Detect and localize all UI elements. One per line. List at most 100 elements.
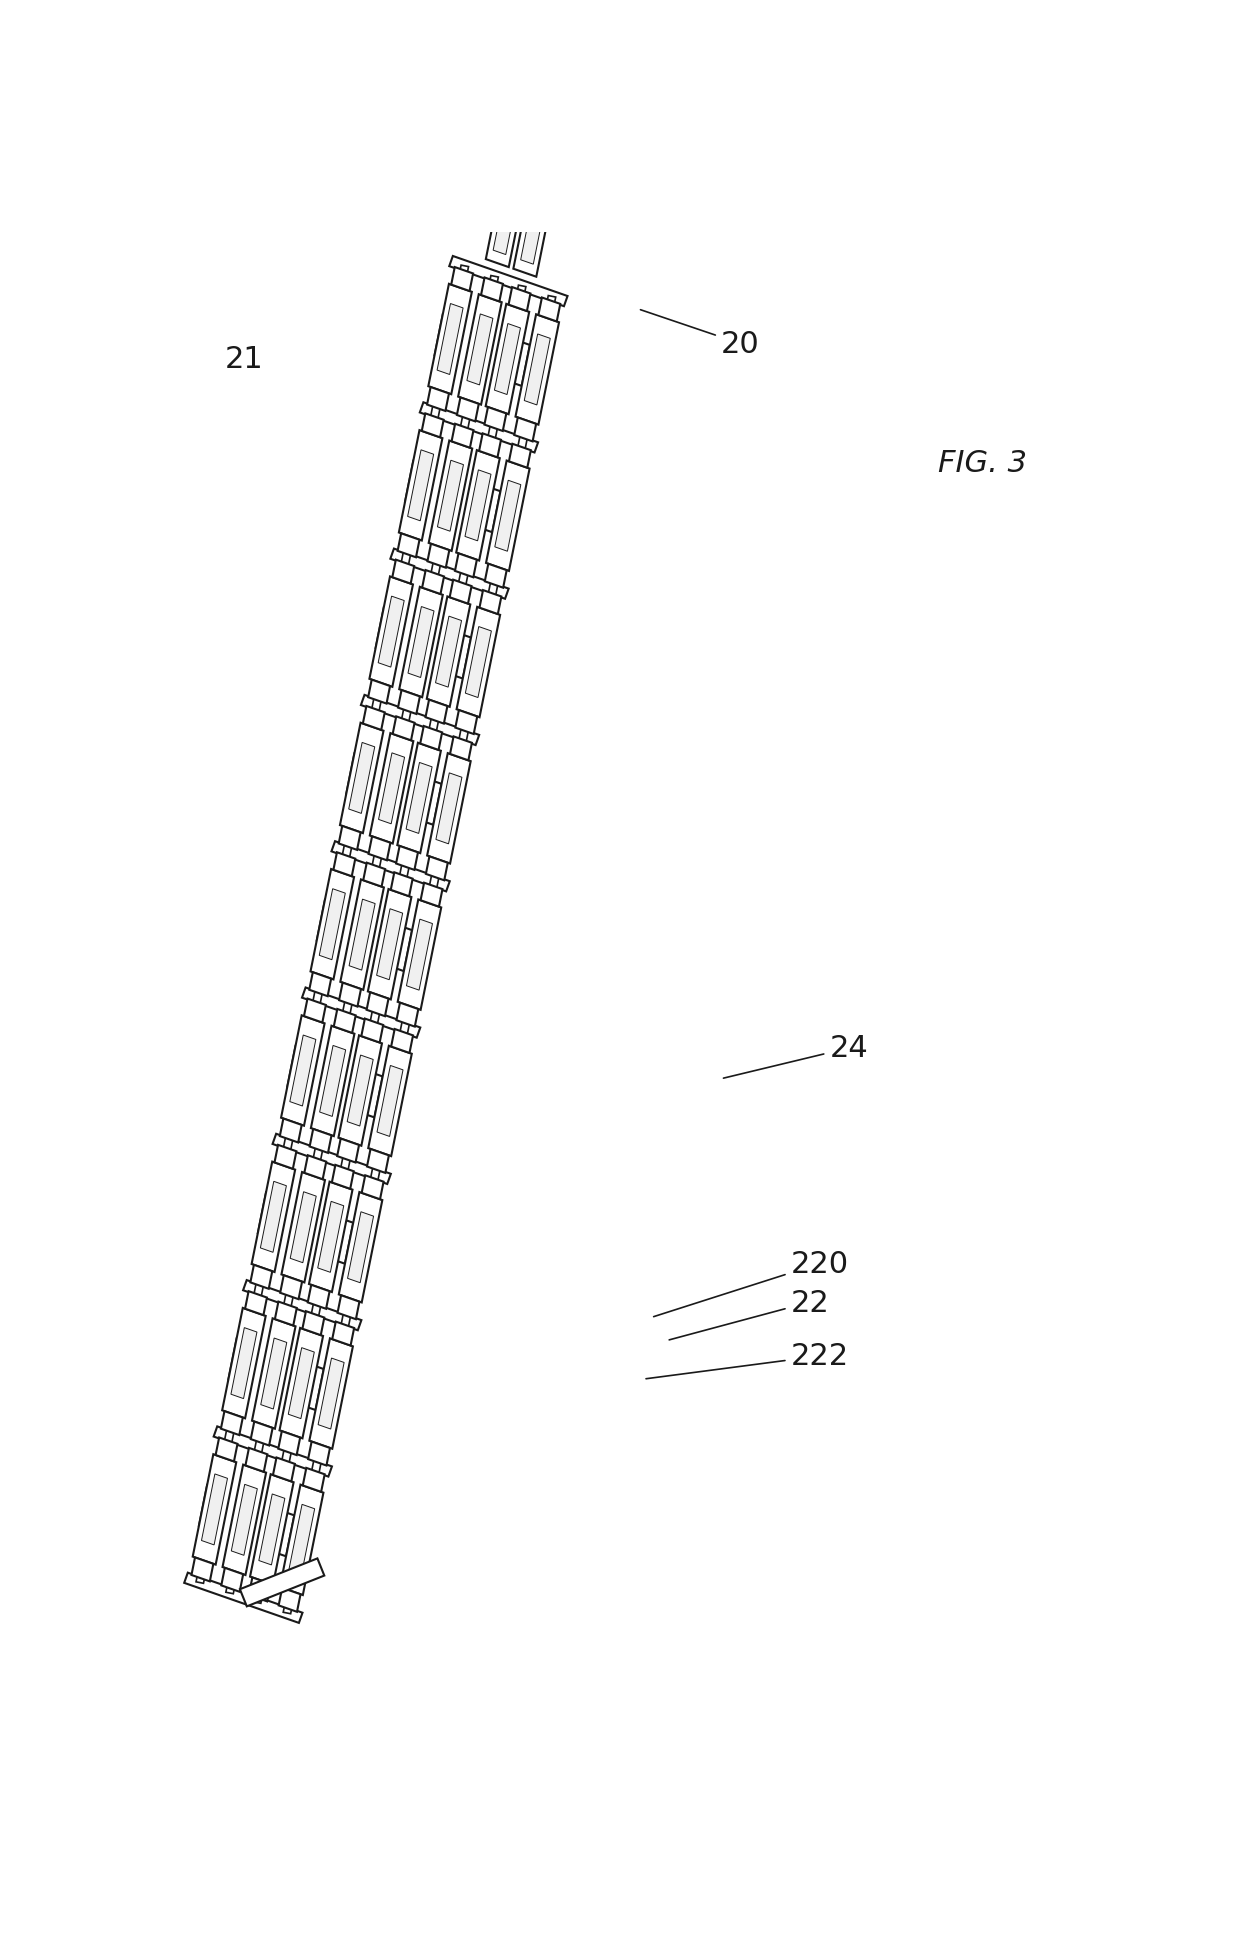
Polygon shape [303,989,420,1037]
Polygon shape [495,324,521,396]
Polygon shape [339,1035,382,1146]
Polygon shape [367,1150,389,1173]
Polygon shape [399,430,443,541]
Polygon shape [455,712,477,735]
Polygon shape [308,1443,330,1466]
Polygon shape [273,1134,391,1185]
Polygon shape [246,1291,267,1315]
Polygon shape [258,1192,281,1239]
Polygon shape [434,316,458,361]
Polygon shape [253,285,526,1604]
Polygon shape [408,450,434,522]
Polygon shape [398,690,420,715]
Polygon shape [420,727,443,750]
Polygon shape [198,1485,222,1532]
Polygon shape [515,419,536,442]
Polygon shape [280,1485,324,1596]
Polygon shape [480,591,501,615]
Polygon shape [273,1458,295,1481]
Polygon shape [348,743,374,814]
Polygon shape [310,1128,331,1154]
Polygon shape [396,847,418,871]
Polygon shape [260,1338,286,1410]
Text: FIG. 3: FIG. 3 [937,450,1027,479]
Polygon shape [279,1588,300,1611]
Polygon shape [290,1035,316,1107]
Polygon shape [392,560,414,584]
Polygon shape [281,1173,325,1284]
Polygon shape [425,857,448,880]
Polygon shape [479,434,501,458]
Polygon shape [222,1309,265,1419]
Polygon shape [486,198,521,268]
Polygon shape [347,1212,373,1284]
Polygon shape [280,1276,303,1299]
Polygon shape [283,297,556,1613]
Polygon shape [436,304,463,376]
Polygon shape [274,1146,296,1169]
Polygon shape [303,1311,325,1336]
Polygon shape [456,397,479,423]
Polygon shape [228,1340,252,1384]
Polygon shape [391,873,413,896]
Polygon shape [494,211,513,256]
Polygon shape [243,1280,361,1330]
Polygon shape [425,700,448,725]
Polygon shape [337,1295,360,1320]
Polygon shape [319,1359,345,1429]
Polygon shape [249,1578,270,1602]
Polygon shape [340,723,383,834]
Polygon shape [304,999,326,1024]
Polygon shape [456,452,500,560]
Polygon shape [317,1202,343,1272]
Polygon shape [438,461,464,531]
Polygon shape [310,869,355,979]
Polygon shape [331,842,450,892]
Polygon shape [485,407,506,432]
Polygon shape [485,564,507,588]
Polygon shape [368,890,412,1001]
Polygon shape [311,1026,355,1136]
Polygon shape [213,1427,332,1478]
Polygon shape [337,1138,360,1163]
Polygon shape [508,287,531,312]
Text: 21: 21 [224,345,263,374]
Polygon shape [304,1156,326,1179]
Polygon shape [507,341,529,386]
Text: 222: 222 [646,1342,848,1379]
Polygon shape [330,1218,353,1264]
Polygon shape [289,1505,315,1576]
Polygon shape [239,1559,325,1607]
Polygon shape [363,863,386,888]
Text: 20: 20 [641,310,759,359]
Polygon shape [319,890,345,960]
Polygon shape [398,533,419,558]
Polygon shape [347,1055,373,1127]
Polygon shape [272,1510,294,1557]
Polygon shape [288,1348,314,1419]
Polygon shape [221,1412,243,1435]
Polygon shape [260,1181,286,1253]
Polygon shape [221,1569,243,1592]
Polygon shape [332,1165,353,1189]
Polygon shape [201,1474,227,1545]
Polygon shape [303,1468,325,1493]
Polygon shape [481,279,503,302]
Polygon shape [458,295,502,405]
Polygon shape [405,461,428,508]
Polygon shape [397,1002,418,1028]
Polygon shape [222,1464,267,1574]
Polygon shape [477,487,501,533]
Polygon shape [363,706,384,731]
Polygon shape [398,900,441,1010]
Polygon shape [278,1431,300,1456]
Polygon shape [407,919,433,991]
Polygon shape [422,570,444,595]
Polygon shape [427,597,470,708]
Polygon shape [192,1454,237,1565]
Polygon shape [376,607,399,653]
Polygon shape [334,1010,356,1033]
Polygon shape [451,425,474,448]
Polygon shape [196,266,469,1584]
Polygon shape [252,1161,295,1272]
